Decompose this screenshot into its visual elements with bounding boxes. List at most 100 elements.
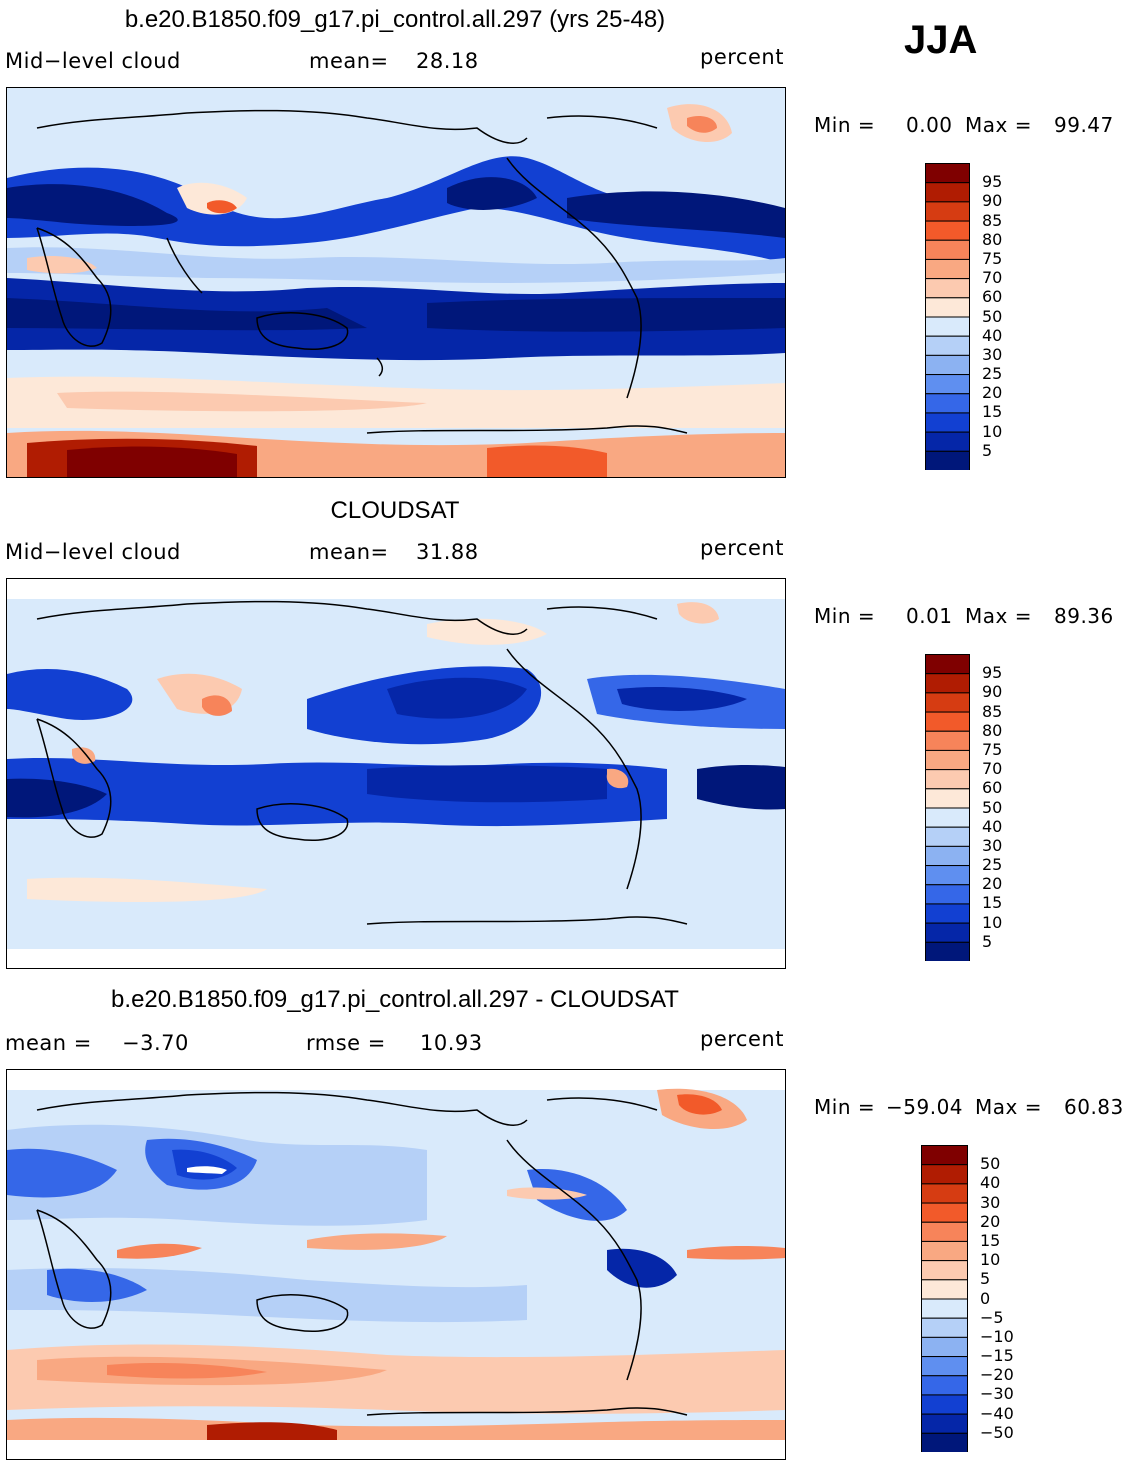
panel3-min-value: −59.04 — [886, 1095, 964, 1119]
colorbar-box — [925, 826, 970, 847]
colorbar-tick-label: −5 — [980, 1307, 1004, 1327]
panel2-map — [6, 578, 786, 969]
panel2-mean-label: mean= — [309, 540, 389, 564]
colorbar-tick-label: 50 — [982, 797, 1003, 817]
colorbar-box — [921, 1413, 968, 1434]
colorbar-tick-label: 10 — [980, 1250, 1001, 1270]
colorbar-box — [925, 393, 970, 414]
colorbar-tick-label: 75 — [982, 739, 1003, 759]
colorbar-box — [925, 239, 970, 260]
panel1-max-value: 99.47 — [1054, 113, 1114, 137]
colorbar-box — [921, 1202, 968, 1223]
colorbar-tick-label: −15 — [980, 1346, 1014, 1366]
colorbar-box — [925, 922, 970, 943]
panel3-max-label: Max = — [975, 1095, 1042, 1119]
colorbar-tick-label: 85 — [982, 701, 1003, 721]
panel1-max-label: Max = — [965, 113, 1032, 137]
panel1-min-label: Min = — [814, 113, 876, 137]
colorbar-tick-label: 90 — [982, 682, 1003, 702]
colorbar-tick-label: 20 — [982, 383, 1003, 403]
colorbar-box — [925, 354, 970, 376]
colorbar-tick-label: 80 — [982, 229, 1003, 249]
colorbar-tick-label: 15 — [982, 402, 1003, 422]
colorbar-box — [925, 220, 970, 241]
colorbar-box — [925, 654, 970, 675]
colorbar-box — [925, 335, 970, 356]
colorbar-tick-label: 40 — [980, 1173, 1001, 1193]
colorbar-tick-label: 5 — [982, 931, 993, 951]
panel2-min-label: Min = — [814, 604, 876, 628]
colorbar-tick-label: 85 — [982, 210, 1003, 230]
colorbar-box — [925, 730, 970, 751]
colorbar-tick-label: 10 — [982, 912, 1003, 932]
panel2-mean-value: 31.88 — [416, 540, 479, 564]
colorbar-box — [925, 431, 970, 452]
panel2-max-label: Max = — [965, 604, 1032, 628]
colorbar-box — [925, 297, 970, 318]
colorbar-box — [925, 163, 970, 184]
colorbar-box — [925, 788, 970, 809]
panel1-title: b.e20.B1850.f09_g17.pi_control.all.297 (… — [124, 6, 666, 33]
colorbar-tick-label: −40 — [980, 1403, 1014, 1423]
panel2-min-value: 0.01 — [906, 604, 953, 628]
colorbar-tick-label: 5 — [980, 1269, 991, 1289]
colorbar-tick-label: 95 — [982, 663, 1003, 683]
colorbar-tick-label: 30 — [982, 344, 1003, 364]
panel1-variable-label: Mid−level cloud — [5, 49, 181, 73]
colorbar-tick-label: 70 — [982, 759, 1003, 779]
colorbar-box — [925, 711, 970, 732]
colorbar-tick-label: 20 — [982, 874, 1003, 894]
colorbar-tick-label: 20 — [980, 1211, 1001, 1231]
colorbar-tick-label: −50 — [980, 1422, 1014, 1442]
colorbar-box — [925, 845, 970, 867]
panel2-map-field — [7, 579, 785, 968]
panel1-mean-value: 28.18 — [416, 49, 479, 73]
colorbar-box — [921, 1375, 968, 1396]
panel1-mean-label: mean= — [309, 49, 389, 73]
colorbar-tick-label: 60 — [982, 778, 1003, 798]
colorbar-tick-label: 0 — [980, 1288, 991, 1308]
panel1-map-field — [7, 88, 785, 477]
colorbar-box — [921, 1279, 968, 1300]
panel3-min-label: Min = — [814, 1095, 876, 1119]
colorbar-tick-label: 80 — [982, 720, 1003, 740]
panel1-min-value: 0.00 — [906, 113, 953, 137]
panel2-units: percent — [700, 536, 784, 560]
colorbar-swatches — [921, 1145, 968, 1452]
panel3-rmse-label: rmse = — [306, 1031, 386, 1055]
colorbar-box — [921, 1298, 968, 1319]
panel2-title: CLOUDSAT — [330, 497, 460, 524]
colorbar-swatches — [925, 163, 970, 470]
season-label: JJA — [904, 18, 978, 62]
panel3-rmse-value: 10.93 — [420, 1031, 483, 1055]
colorbar-box — [921, 1240, 968, 1262]
colorbar-box — [921, 1260, 968, 1281]
colorbar-box — [925, 673, 970, 694]
colorbar-box — [921, 1317, 968, 1338]
colorbar-box — [925, 749, 970, 771]
colorbar-box — [925, 692, 970, 713]
colorbar-tick-label: 40 — [982, 816, 1003, 836]
colorbar-box — [921, 1336, 968, 1358]
colorbar-box — [921, 1221, 968, 1242]
colorbar-tick-label: 15 — [982, 893, 1003, 913]
panel3-map-field — [7, 1070, 785, 1459]
panel3-map — [6, 1069, 786, 1460]
colorbar-box — [925, 278, 970, 299]
colorbar-tick-label: 30 — [982, 835, 1003, 855]
colorbar-tick-label: 70 — [982, 268, 1003, 288]
colorbar-box — [925, 258, 970, 280]
panel3-units: percent — [700, 1027, 784, 1051]
colorbar-box — [921, 1183, 968, 1204]
colorbar-tick-label: 5 — [982, 440, 993, 460]
panel3-max-value: 60.83 — [1064, 1095, 1124, 1119]
colorbar-tick-label: 50 — [980, 1154, 1001, 1174]
colorbar-box — [921, 1432, 968, 1452]
colorbar-box — [921, 1164, 968, 1185]
colorbar-tick-label: 30 — [980, 1192, 1001, 1212]
colorbar-tick-label: 75 — [982, 248, 1003, 268]
colorbar-box — [925, 201, 970, 222]
panel3-colorbar: 50 40 30 20 15 10 5 0 −5 −10 −15 −20 −30 −40 −50 — [921, 1145, 1014, 1452]
colorbar-box — [921, 1394, 968, 1415]
panel2-max-value: 89.36 — [1054, 604, 1114, 628]
